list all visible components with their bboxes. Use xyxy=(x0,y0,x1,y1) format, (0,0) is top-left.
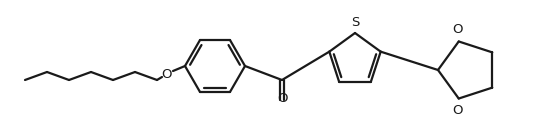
Text: O: O xyxy=(277,92,287,105)
Text: S: S xyxy=(351,16,359,29)
Text: O: O xyxy=(453,104,463,116)
Text: O: O xyxy=(162,67,172,80)
Text: O: O xyxy=(453,23,463,36)
